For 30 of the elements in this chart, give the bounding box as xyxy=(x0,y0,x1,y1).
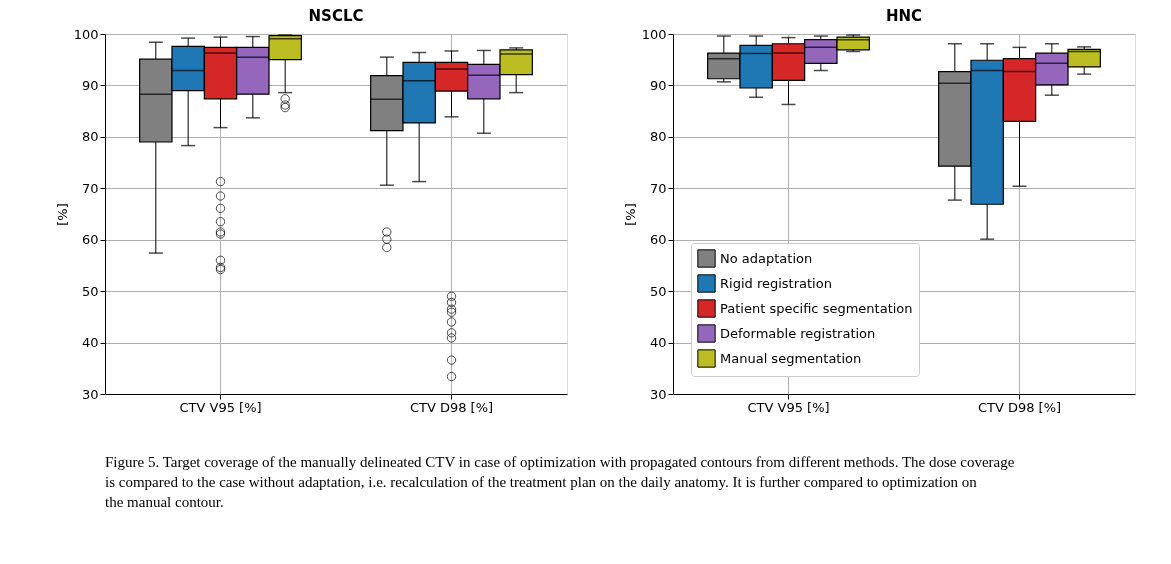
y-tick-label: 90 xyxy=(649,77,667,93)
y-tick-label: 40 xyxy=(649,335,667,351)
legend-label: Deformable registration xyxy=(720,325,876,341)
y-tick-label: 70 xyxy=(649,180,667,196)
y-tick-label: 50 xyxy=(81,283,99,299)
legend-label: Patient specific segmentation xyxy=(720,300,913,316)
legend-label: Rigid registration xyxy=(720,275,832,291)
x-tick-label: CTV V95 [%] xyxy=(179,399,262,415)
y-tick-label: 70 xyxy=(81,180,99,196)
y-tick-label: 60 xyxy=(81,232,99,248)
y-tick-label: 50 xyxy=(649,283,667,299)
chart-title: NSCLC xyxy=(308,7,364,25)
caption: Figure 5. Target coverage of the manually delineated CTV in case of optimization with propagated contours from different methods. The dose coverage is compared to the case without adaptation, i.e. recalculation of the treatment plan on the daily anatomy. It is further compared to optimization on the manual contour. xyxy=(105,454,1015,510)
x-tick-label: CTV V95 [%] xyxy=(747,399,830,415)
y-tick-label: 30 xyxy=(81,386,99,402)
y-tick-label: 100 xyxy=(73,26,99,42)
legend-label: No adaptation xyxy=(720,250,813,266)
y-axis-title: [%] xyxy=(622,203,638,226)
chart-title: HNC xyxy=(885,7,923,25)
y-tick-label: 40 xyxy=(81,335,99,351)
y-tick-label: 30 xyxy=(649,386,667,402)
y-tick-label: 100 xyxy=(641,26,667,42)
y-tick-label: 80 xyxy=(649,129,667,145)
y-tick-label: 90 xyxy=(81,77,99,93)
y-tick-label: 60 xyxy=(649,232,667,248)
y-axis-title: [%] xyxy=(54,203,70,226)
x-tick-label: CTV D98 [%] xyxy=(409,399,494,415)
y-tick-label: 80 xyxy=(81,129,99,145)
legend-label: Manual segmentation xyxy=(720,350,862,366)
x-tick-label: CTV D98 [%] xyxy=(977,399,1062,415)
